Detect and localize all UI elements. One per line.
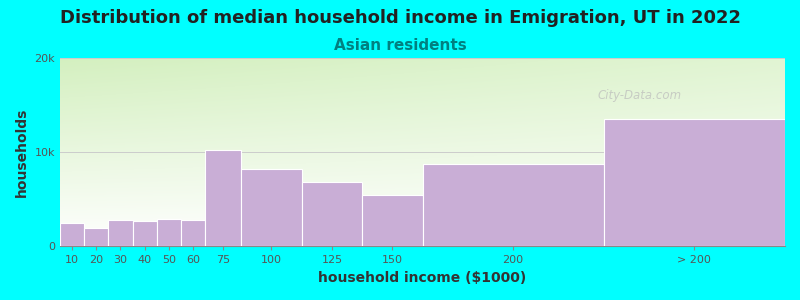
Text: City-Data.com: City-Data.com bbox=[598, 89, 682, 102]
Bar bbox=[242, 169, 302, 246]
Bar bbox=[205, 150, 242, 246]
Text: Distribution of median household income in Emigration, UT in 2022: Distribution of median household income … bbox=[59, 9, 741, 27]
Bar bbox=[181, 220, 205, 246]
Bar bbox=[84, 228, 108, 246]
Bar bbox=[362, 195, 422, 246]
Bar bbox=[604, 119, 785, 246]
Bar bbox=[108, 220, 133, 246]
Text: Asian residents: Asian residents bbox=[334, 38, 466, 52]
Y-axis label: households: households bbox=[15, 107, 29, 197]
X-axis label: household income ($1000): household income ($1000) bbox=[318, 271, 526, 285]
Bar bbox=[302, 182, 362, 246]
Bar bbox=[60, 223, 84, 246]
Bar bbox=[422, 164, 604, 246]
Bar bbox=[133, 221, 157, 246]
Bar bbox=[157, 219, 181, 246]
